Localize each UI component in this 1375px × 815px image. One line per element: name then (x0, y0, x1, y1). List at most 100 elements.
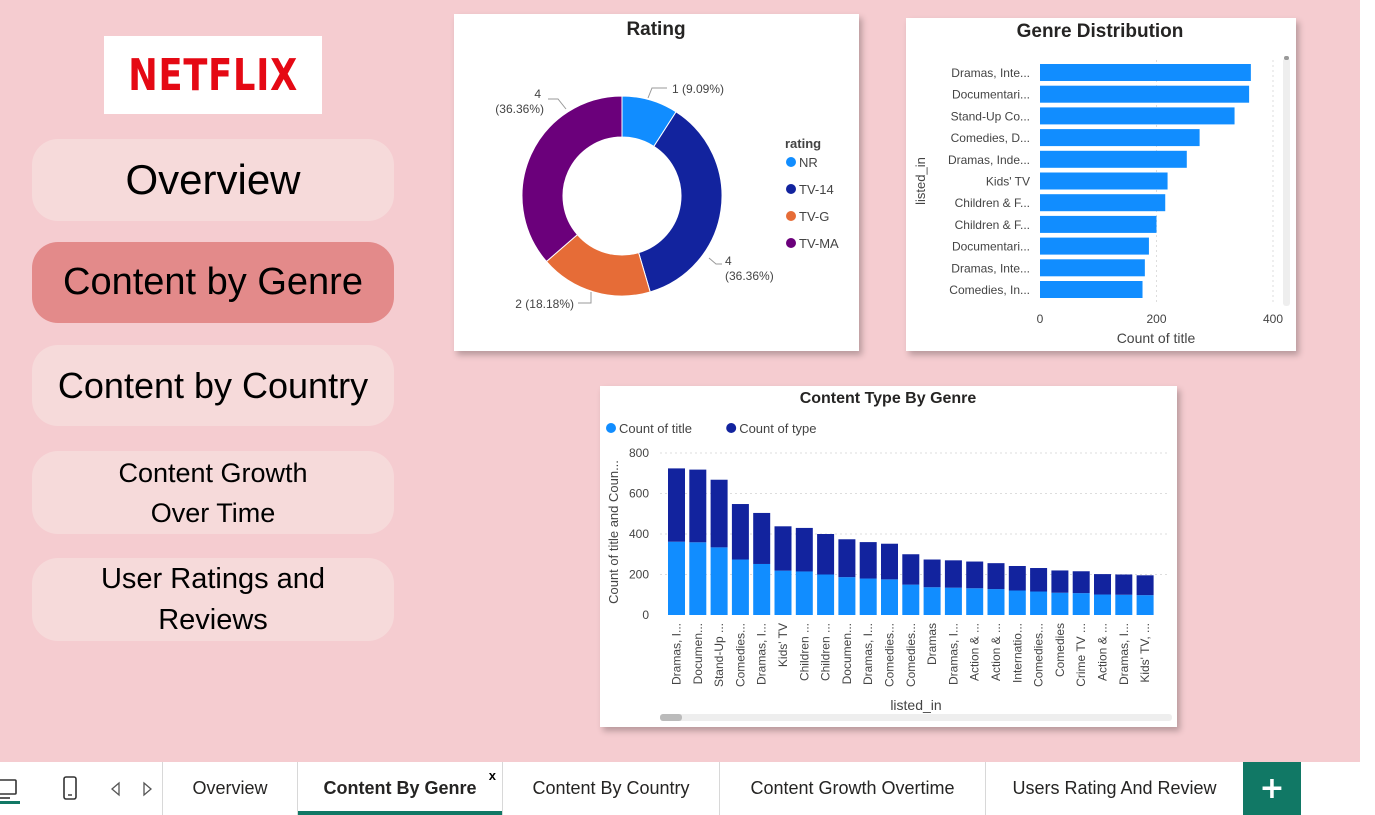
rating-chart-card[interactable]: Rating 1 (9.09%) 4 (36.36%) 2 (18.18%) 4 (36.3… (454, 14, 859, 351)
stack-bar-type[interactable] (838, 539, 856, 578)
stack-bar-type[interactable] (923, 559, 941, 588)
genre-bar[interactable] (1040, 129, 1200, 147)
scrollbar-thumb[interactable] (1284, 56, 1289, 60)
stack-bar-type[interactable] (1072, 571, 1090, 594)
donut-leader-line (578, 292, 592, 304)
stack-bar-title[interactable] (1094, 594, 1111, 615)
y-tick-label: Kids' TV (986, 175, 1030, 189)
stack-bar-title[interactable] (902, 584, 920, 615)
stack-bar-title[interactable] (987, 589, 1005, 615)
stack-bar-title[interactable] (1136, 595, 1154, 615)
tab-close-icon[interactable]: x (488, 768, 496, 783)
stack-bar-title[interactable] (689, 542, 707, 615)
donut-slice-tv-14[interactable] (638, 111, 723, 293)
genre-bar[interactable] (1040, 85, 1250, 103)
stack-bar-type[interactable] (795, 527, 813, 572)
stack-bar-title[interactable] (881, 579, 898, 615)
stack-bar-type[interactable] (731, 504, 749, 560)
stack-bar-type[interactable] (1094, 574, 1111, 595)
genre-bar[interactable] (1040, 64, 1251, 81)
donut-leader-line (708, 257, 722, 265)
stack-bar-type[interactable] (710, 479, 728, 548)
stack-bar-type[interactable] (668, 468, 685, 542)
nav-user-ratings-button[interactable]: User Ratings and Reviews (32, 558, 394, 641)
stack-bar-type[interactable] (753, 512, 771, 564)
stack-bar-title[interactable] (731, 559, 749, 615)
genre-bar[interactable] (1040, 172, 1168, 190)
stack-bar-title[interactable] (1030, 591, 1048, 615)
stack-bar-title[interactable] (774, 570, 792, 615)
genre-bar[interactable] (1040, 150, 1187, 168)
tab-users-rating[interactable]: Users Rating And Review (985, 762, 1243, 815)
content-type-card[interactable]: Content Type By Genre Count of title Count… (600, 386, 1177, 727)
horizontal-scrollbar[interactable] (660, 714, 1172, 721)
stack-bar-title[interactable] (710, 547, 728, 615)
prev-page-icon[interactable] (106, 762, 126, 815)
stack-bar-type[interactable] (774, 526, 792, 571)
genre-bar[interactable] (1040, 259, 1145, 277)
nav-content-by-genre-button[interactable]: Content by Genre (32, 242, 394, 323)
stack-bar-title[interactable] (795, 571, 813, 615)
vertical-scrollbar[interactable] (1283, 58, 1290, 306)
stack-bar-type[interactable] (1051, 570, 1069, 593)
x-tick-label: Comedies... (1032, 623, 1046, 687)
genre-bar[interactable] (1040, 107, 1235, 125)
stack-bar-title[interactable] (1051, 592, 1069, 615)
stack-bar-type[interactable] (1136, 575, 1154, 596)
phone-icon[interactable] (58, 762, 82, 815)
stack-bar-title[interactable] (1072, 593, 1090, 615)
donut-data-label: 2 (18.18%) (515, 297, 574, 311)
stack-bar-type[interactable] (859, 542, 877, 579)
nav-content-by-country-button[interactable]: Content by Country (32, 345, 394, 426)
stack-bar-type[interactable] (987, 563, 1005, 590)
stack-bar-title[interactable] (923, 587, 941, 615)
genre-bar[interactable] (1040, 215, 1157, 233)
scrollbar-thumb[interactable] (660, 714, 682, 721)
nav-user-ratings-label: User Ratings and Reviews (100, 562, 326, 636)
legend-marker (606, 423, 616, 433)
x-tick-label: Crime TV ... (1074, 623, 1088, 687)
stack-bar-type[interactable] (966, 561, 984, 589)
tab-overview-label: Overview (192, 778, 268, 798)
stack-bar-title[interactable] (966, 588, 984, 615)
next-page-icon[interactable] (137, 762, 157, 815)
stack-bar-type[interactable] (1008, 565, 1026, 591)
add-page-button[interactable]: + (1243, 762, 1301, 815)
donut-data-label-percent: (36.36%) (725, 269, 774, 283)
stack-bar-title[interactable] (668, 541, 685, 615)
tab-content-by-genre[interactable]: Content By Genre x (297, 762, 502, 815)
genre-bar[interactable] (1040, 237, 1149, 255)
stack-bar-type[interactable] (1115, 574, 1133, 595)
plus-icon: + (1259, 771, 1285, 806)
stack-bar-title[interactable] (1008, 590, 1026, 615)
nav-content-growth-button[interactable]: Content Growth Over Time (32, 451, 394, 534)
genre-bar[interactable] (1040, 194, 1166, 212)
genre-distribution-card[interactable]: Genre Distribution 0 200 400 Dramas, Inte...… (906, 18, 1296, 351)
stack-bar-type[interactable] (881, 543, 898, 580)
stack-bar-title[interactable] (817, 574, 835, 616)
tab-content-growth[interactable]: Content Growth Overtime (719, 762, 985, 815)
y-tick-label: 600 (629, 487, 649, 501)
nav-overview-button[interactable]: Overview (32, 139, 394, 221)
stack-bar-title[interactable] (859, 578, 877, 615)
stack-bar-type[interactable] (1030, 568, 1048, 592)
nav-content-by-country-label: Content by Country (57, 364, 369, 406)
stack-bar-type[interactable] (817, 534, 835, 575)
x-tick-label: Action & ... (989, 623, 1003, 681)
stack-bar-title[interactable] (1115, 594, 1133, 615)
genre-bar[interactable] (1040, 281, 1143, 298)
stack-bar-title[interactable] (838, 577, 856, 615)
stack-bar-type[interactable] (689, 469, 707, 543)
stack-bar-type[interactable] (902, 554, 920, 585)
stack-bar-title[interactable] (944, 587, 962, 615)
desktop-icon[interactable] (0, 762, 22, 815)
tab-content-by-country[interactable]: Content By Country (502, 762, 719, 815)
donut-data-label-percent: (36.36%) (495, 102, 544, 116)
legend-label-tv-14: TV-14 (799, 182, 834, 197)
x-tick-label: Kids' TV, ... (1138, 623, 1152, 683)
donut-slice-tv-ma[interactable] (521, 95, 623, 263)
stack-bar-type[interactable] (944, 560, 962, 588)
stack-bar-title[interactable] (753, 563, 771, 615)
tab-overview[interactable]: Overview (162, 762, 297, 815)
